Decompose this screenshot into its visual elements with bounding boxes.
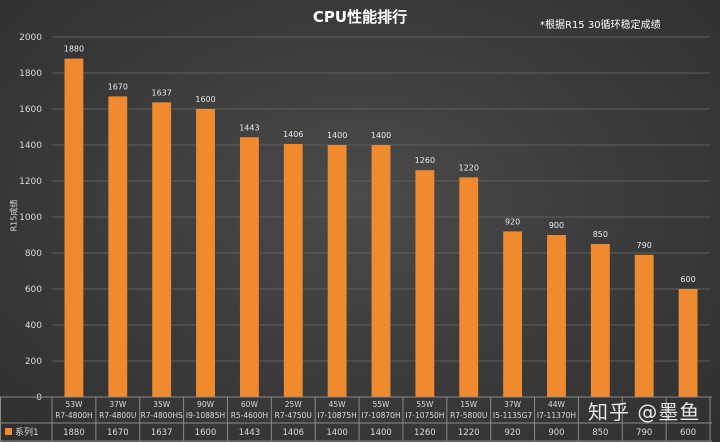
bar (590, 244, 610, 397)
chart-title: CPU性能排行 (312, 8, 408, 26)
y-tick-label: 2000 (19, 33, 42, 43)
table-value: 1406 (282, 428, 304, 438)
category-cpu: I7-10875H (318, 411, 357, 420)
y-tick-label: 200 (25, 357, 42, 367)
category-watt: 15W (460, 400, 478, 409)
category-watt: 25W (285, 400, 303, 409)
data-label: 1400 (371, 131, 391, 140)
category-watt: 53W (65, 400, 83, 409)
data-label: 1443 (239, 123, 259, 132)
category-watt: 90W (197, 400, 215, 409)
y-tick-labels: 0 200 400 600 800 1000 1200 1400 1600 1800 2000 (19, 33, 42, 403)
data-table: 系列1 53W R7-4800H 1880 37W R7-4800U 1670 35W R7-4… (0, 396, 712, 442)
data-label: 1637 (151, 88, 171, 97)
chart-note: *根据R15 30循环稳定成绩 (540, 20, 661, 31)
y-tick-label: 1800 (19, 69, 42, 79)
data-label: 850 (593, 230, 608, 239)
category-watt: 55W (373, 400, 391, 409)
table-value: 1220 (458, 428, 480, 438)
bars (64, 58, 698, 398)
category-cpu: R5-4600H (231, 411, 268, 420)
data-labels: 1880 1670 1637 1600 1443 1406 1400 1400 1260 1220… (64, 45, 696, 284)
table-value: 1443 (239, 428, 261, 438)
category-cpu: R7-5800U (450, 411, 487, 420)
category-cpu: I7-10870H (361, 411, 400, 420)
y-tick-label: 0 (36, 393, 42, 403)
bar (415, 170, 435, 397)
category-watt: 37W (504, 400, 522, 409)
bar (327, 145, 347, 397)
table-value: 850 (592, 428, 608, 438)
category-cpu: I5-1135G7 (493, 411, 533, 420)
category-cpu: R7-4800U (99, 411, 136, 420)
y-tick-label: 400 (25, 321, 42, 331)
data-label: 920 (505, 217, 520, 226)
category-cpu: I9-10885H (186, 411, 225, 420)
table-value: 1670 (107, 428, 129, 438)
table-value: 790 (636, 428, 652, 438)
data-label: 1600 (195, 95, 215, 104)
category-cpu: R7-4800HS (141, 411, 183, 420)
data-label: 1406 (283, 130, 303, 139)
table-value: 920 (504, 428, 520, 438)
bar (503, 231, 523, 397)
table-value: 600 (680, 428, 696, 438)
bar (239, 137, 259, 397)
category-watt: 37W (109, 400, 127, 409)
table-value: 1600 (195, 428, 217, 438)
data-label: 1880 (64, 45, 84, 54)
y-tick-label: 1000 (19, 213, 42, 223)
legend-label: 系列1 (15, 426, 39, 438)
bar (678, 289, 698, 397)
category-watt: 55W (416, 400, 434, 409)
table-value: 1260 (414, 428, 436, 438)
table-value: 1400 (370, 428, 392, 438)
bar (64, 58, 84, 397)
bar (634, 254, 654, 397)
category-watt: 44W (548, 400, 566, 409)
y-tick-label: 600 (25, 285, 42, 295)
table-value: 900 (548, 428, 564, 438)
legend-swatch (5, 428, 12, 435)
category-watt: 60W (241, 400, 259, 409)
category-watt: 35W (153, 400, 171, 409)
table-value: 1880 (63, 428, 85, 438)
data-label: 900 (549, 221, 564, 230)
bar (459, 177, 479, 397)
bar (108, 96, 128, 398)
category-cpu: R7-4800H (55, 411, 92, 420)
data-label: 1260 (415, 156, 435, 165)
bar (283, 143, 303, 397)
data-label: 790 (637, 241, 652, 250)
bar (196, 109, 215, 397)
data-label: 1220 (459, 163, 479, 172)
y-tick-label: 1600 (19, 105, 42, 115)
category-cpu: I7-10750H (405, 411, 444, 420)
category-cpu: R7-4750U (275, 411, 312, 420)
data-label: 1400 (327, 131, 347, 140)
bar (371, 145, 391, 397)
category-watt: 45W (329, 400, 347, 409)
data-label: 1670 (108, 82, 128, 91)
table-value: 1400 (326, 428, 348, 438)
y-tick-label: 1400 (19, 141, 42, 151)
table-value: 1637 (151, 428, 173, 438)
bar (547, 235, 566, 397)
watermark: 知乎 @墨鱼 (588, 400, 701, 424)
y-tick-label: 800 (25, 249, 42, 259)
category-cpu: I7-11370H (537, 411, 576, 420)
data-label: 600 (680, 275, 695, 284)
bar (152, 102, 172, 397)
y-tick-label: 1200 (19, 177, 42, 187)
